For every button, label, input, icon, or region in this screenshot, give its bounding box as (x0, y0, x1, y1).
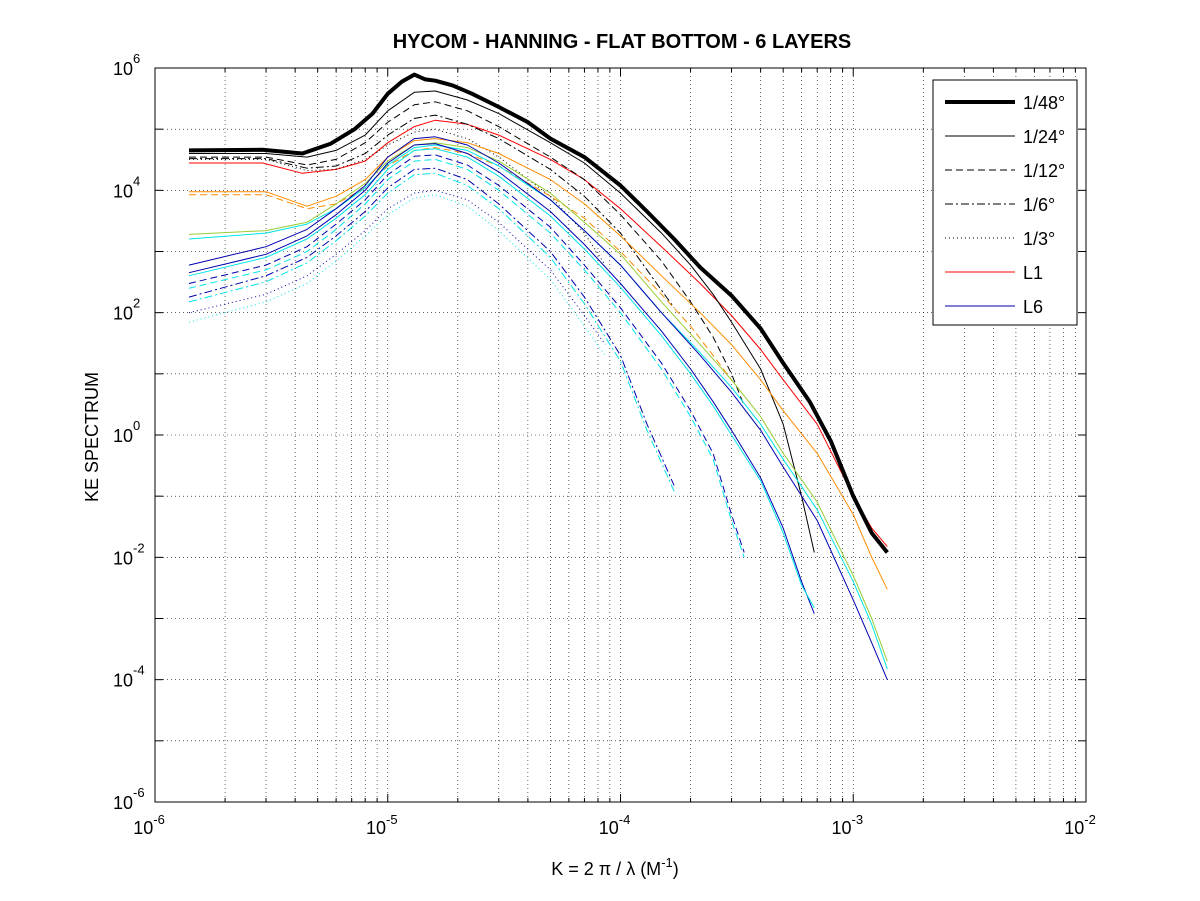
y-tick-label-exponent: -4 (133, 663, 145, 678)
x-tick-label-base: 10 (599, 818, 619, 838)
series-line (188, 158, 745, 558)
series-line (188, 194, 606, 356)
y-tick-label-exponent: 4 (133, 173, 140, 188)
series-line (188, 167, 675, 486)
series-line (189, 119, 888, 547)
x-tick-label-exponent: -2 (1084, 812, 1096, 827)
x-tick-label: 10-2 (1064, 812, 1096, 838)
x-axis-label-main: K = 2 π / λ (M (551, 859, 661, 879)
legend-label: 1/24° (1023, 127, 1065, 147)
x-tick-label: 10-3 (831, 812, 863, 838)
x-tick-label-base: 10 (1064, 818, 1084, 838)
x-tick-label: 10-4 (599, 812, 631, 838)
legend-label: L6 (1023, 297, 1043, 317)
series-line (189, 114, 675, 309)
legend-label: 1/48° (1023, 93, 1065, 113)
legend-box (932, 79, 1078, 326)
y-tick-label-base: 10 (113, 671, 133, 691)
x-tick-label-base: 10 (133, 818, 153, 838)
legend-label: 1/12° (1023, 161, 1065, 181)
y-tick-label-base: 10 (113, 426, 133, 446)
y-tick-label-base: 10 (113, 548, 133, 568)
y-tick-label: 10-2 (113, 540, 145, 568)
axis-ticks (154, 67, 1087, 803)
x-tick-label: 10-5 (366, 812, 398, 838)
x-axis-label-exponent: -1 (661, 855, 673, 870)
y-tick-label-base: 10 (113, 793, 133, 813)
y-tick-label: 100 (113, 418, 140, 446)
x-tick-labels: 10-6 10-5 10-4 10-3 10-2 (133, 812, 1096, 838)
plot-area (188, 72, 889, 680)
x-tick-label-exponent: -6 (153, 812, 165, 827)
y-tick-label: 104 (113, 173, 140, 201)
series-line (189, 138, 888, 590)
series-line (189, 90, 815, 553)
y-tick-label-base: 10 (113, 59, 133, 79)
x-axis-label-close: ) (673, 859, 679, 879)
y-tick-label: 102 (113, 296, 140, 324)
series-line (188, 142, 888, 662)
y-tick-label-exponent: -2 (133, 540, 145, 555)
x-tick-label-base: 10 (366, 818, 386, 838)
y-tick-label-exponent: 0 (133, 418, 140, 433)
legend-label: 1/6° (1023, 195, 1055, 215)
series-line (188, 143, 815, 614)
x-axis-label: K = 2 π / λ (M-1) (551, 855, 679, 879)
legend-label: L1 (1023, 263, 1043, 283)
series-line (188, 148, 815, 608)
series-line (188, 189, 606, 345)
series-line (189, 101, 745, 406)
x-tick-label-exponent: -5 (386, 812, 398, 827)
y-tick-label: 10-4 (113, 663, 145, 691)
chart-title: HYCOM - HANNING - FLAT BOTTOM - 6 LAYERS (393, 31, 852, 53)
y-tick-label: 10-6 (113, 785, 145, 813)
series-line (188, 72, 889, 554)
y-tick-label: 106 (113, 51, 140, 79)
x-tick-label: 10-6 (133, 812, 165, 838)
y-tick-label-base: 10 (113, 181, 133, 201)
y-tick-label-exponent: 2 (133, 296, 140, 311)
x-tick-label-exponent: -4 (619, 812, 631, 827)
series-line (188, 136, 888, 680)
legend: 1/48° 1/24° 1/12° 1/6° 1/3° L1 L6 (932, 79, 1078, 326)
series-line (188, 172, 675, 492)
y-tick-label-exponent: -6 (133, 785, 145, 800)
x-tick-label-base: 10 (831, 818, 851, 838)
x-tick-label-exponent: -3 (851, 812, 863, 827)
y-tick-label-base: 10 (113, 304, 133, 324)
series-line (188, 154, 745, 553)
legend-label: 1/3° (1023, 229, 1055, 249)
y-axis-label: KE SPECTRUM (82, 372, 102, 502)
y-tick-label-exponent: 6 (133, 51, 140, 66)
